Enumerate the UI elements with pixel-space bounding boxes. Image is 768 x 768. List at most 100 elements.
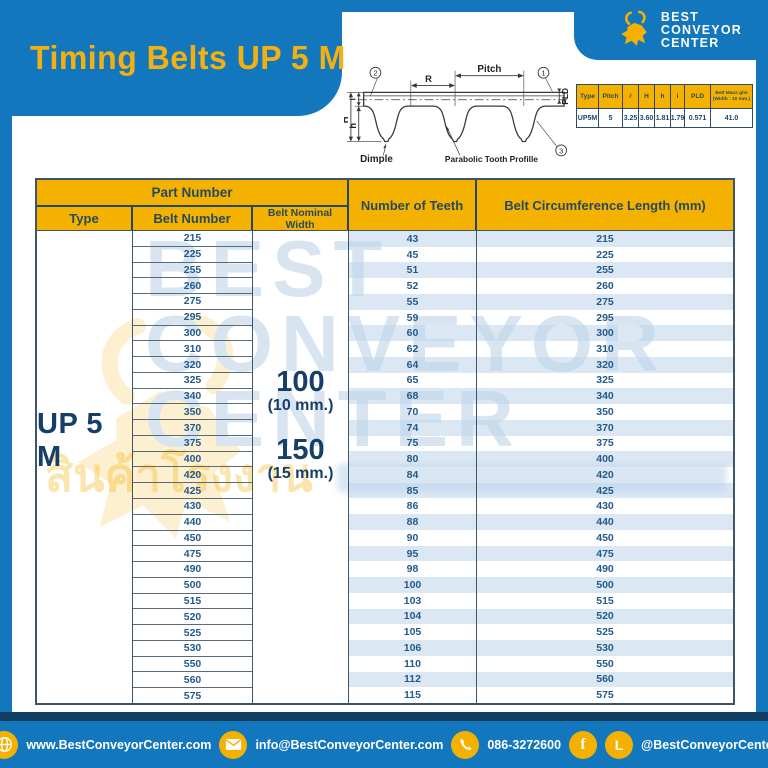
- teeth-cell: 100: [349, 577, 476, 593]
- belt-cell: 550: [133, 657, 252, 673]
- belt-cell: 500: [133, 578, 252, 594]
- teeth-cell: 86: [406, 500, 419, 513]
- page-border-right: [756, 0, 768, 768]
- circ-cell: 310: [596, 343, 614, 355]
- spec-value-H: 3.60: [639, 109, 654, 127]
- table-body: BEST CONVEYOR CENTER สินค้าโรงงาน UP 5 M…: [37, 228, 733, 703]
- title-banner: Timing Belts UP 5 M: [0, 0, 345, 116]
- belt-cell: 450: [133, 531, 252, 547]
- circ-cell: 530: [477, 640, 733, 656]
- teeth-cell: 68: [349, 388, 476, 405]
- pld-label: PLD: [560, 88, 570, 105]
- teeth-cell: 84: [406, 468, 419, 481]
- header-type: Type: [37, 207, 133, 230]
- teeth-cell: 62: [406, 343, 419, 355]
- teeth-cell: 60: [349, 325, 476, 342]
- footer-phone: 086-3272600: [487, 737, 562, 752]
- width-150-unit: (15 mm.): [267, 465, 334, 483]
- circ-cell: 350: [596, 405, 614, 418]
- teeth-cell: 110: [404, 657, 421, 670]
- teeth-cell: 88: [349, 514, 476, 530]
- circ-cell: 295: [596, 311, 614, 324]
- circ-cell: 520: [477, 608, 733, 625]
- belt-cell: 525: [133, 625, 252, 641]
- teeth-cell: 75: [406, 437, 419, 450]
- r-label: R: [425, 74, 432, 84]
- spec-value-type: UP5M: [577, 109, 598, 127]
- circ-cell: 370: [477, 419, 733, 436]
- belt-cell: 425: [133, 483, 252, 500]
- belt-cell: 300: [133, 326, 252, 342]
- belt-cell: 260: [133, 278, 252, 295]
- spec-header-ell: ℓ: [623, 85, 638, 108]
- spec-header-mass-line1: Belt Mass g/m: [715, 90, 748, 96]
- circ-cell: 500: [477, 577, 733, 593]
- spec-header-pitch: Pitch: [599, 85, 622, 108]
- circ-cell: 440: [477, 514, 733, 530]
- circ-cell: 425: [477, 482, 733, 499]
- email-icon: [219, 730, 248, 759]
- circ-cell: 525: [596, 626, 614, 639]
- teeth-cell: 95: [349, 545, 476, 562]
- belt-cell: 275: [133, 294, 252, 310]
- circ-cell: 275: [477, 293, 733, 310]
- circ-cell: 375: [596, 437, 614, 450]
- spec-value-pld: 0.571: [685, 109, 710, 127]
- belt-profile-diagram: Pitch R H h i PLD 1 2 3 Dimple Parabolic…: [344, 64, 570, 165]
- callout-1: 1: [541, 69, 545, 78]
- spec-header-mass-line2: (Width : 10 mm.): [712, 96, 751, 102]
- teeth-cell: 105: [403, 626, 422, 639]
- teeth-cell: 85: [349, 482, 476, 499]
- teeth-cell: 103: [403, 594, 422, 607]
- circ-cell: 490: [596, 563, 614, 576]
- circ-cell: 340: [477, 388, 733, 405]
- spec-header-pld: PLD: [685, 85, 710, 108]
- circ-cell: 325: [596, 374, 614, 387]
- belt-cell: 340: [133, 389, 252, 405]
- goat-logo-icon: [618, 8, 652, 53]
- belt-cell: 320: [133, 357, 252, 373]
- teeth-cell: 45: [406, 248, 419, 261]
- circ-cell: 320: [477, 356, 733, 373]
- circ-cell: 475: [477, 545, 733, 562]
- width-100-unit: (10 mm.): [267, 397, 334, 415]
- teeth-cell: 51: [349, 262, 476, 279]
- teeth-cell: 80: [349, 451, 476, 468]
- teeth-cell: 55: [349, 293, 476, 310]
- page-title: Timing Belts UP 5 M: [30, 39, 346, 76]
- type-column: UP 5 M: [37, 231, 133, 703]
- dim-i-label: i: [347, 98, 357, 100]
- teeth-cell: 74: [349, 419, 476, 436]
- belt-cell: 475: [133, 546, 252, 563]
- spec-header-type: Type: [577, 85, 598, 108]
- spec-value-pitch: 5: [599, 109, 622, 127]
- brand-line-2: CONVEYOR: [660, 22, 742, 37]
- belt-number-column: 215 225 255 260 275 295 300 310 320 325 340 350 370 3…: [133, 231, 253, 703]
- teeth-cell: 70: [406, 405, 419, 418]
- spec-header-H: H: [639, 85, 654, 108]
- belt-cell: 375: [133, 436, 252, 452]
- brand-line-1: BEST: [660, 9, 699, 24]
- belt-cell: 560: [133, 672, 252, 689]
- header-part-number: Part Number: [37, 180, 349, 207]
- belt-cell: 255: [133, 263, 252, 279]
- teeth-cell: 106: [349, 640, 476, 656]
- callout-2: 2: [373, 69, 377, 78]
- pitch-label: Pitch: [477, 64, 501, 75]
- belt-cell: 225: [133, 247, 252, 263]
- spec-value-mass: 41.0: [711, 109, 752, 127]
- circ-cell: 450: [596, 531, 614, 544]
- teeth-cell: 90: [406, 531, 419, 544]
- spec-value-h: 1.81: [655, 109, 670, 127]
- belt-cell: 310: [133, 341, 252, 358]
- belt-cell: 400: [133, 452, 252, 468]
- circ-cell: 300: [477, 325, 733, 342]
- belt-cell: 440: [133, 515, 252, 531]
- belt-cell: 325: [133, 373, 252, 389]
- belt-cell: 350: [133, 404, 252, 421]
- teeth-cell: 98: [406, 563, 419, 576]
- teeth-cell: 115: [404, 689, 421, 702]
- line-icon: L: [605, 730, 634, 759]
- belt-nominal-width-column: 100 (10 mm.) 150 (15 mm.): [253, 231, 349, 703]
- brand-logo-text: BEST CONVEYOR CENTER: [660, 9, 742, 50]
